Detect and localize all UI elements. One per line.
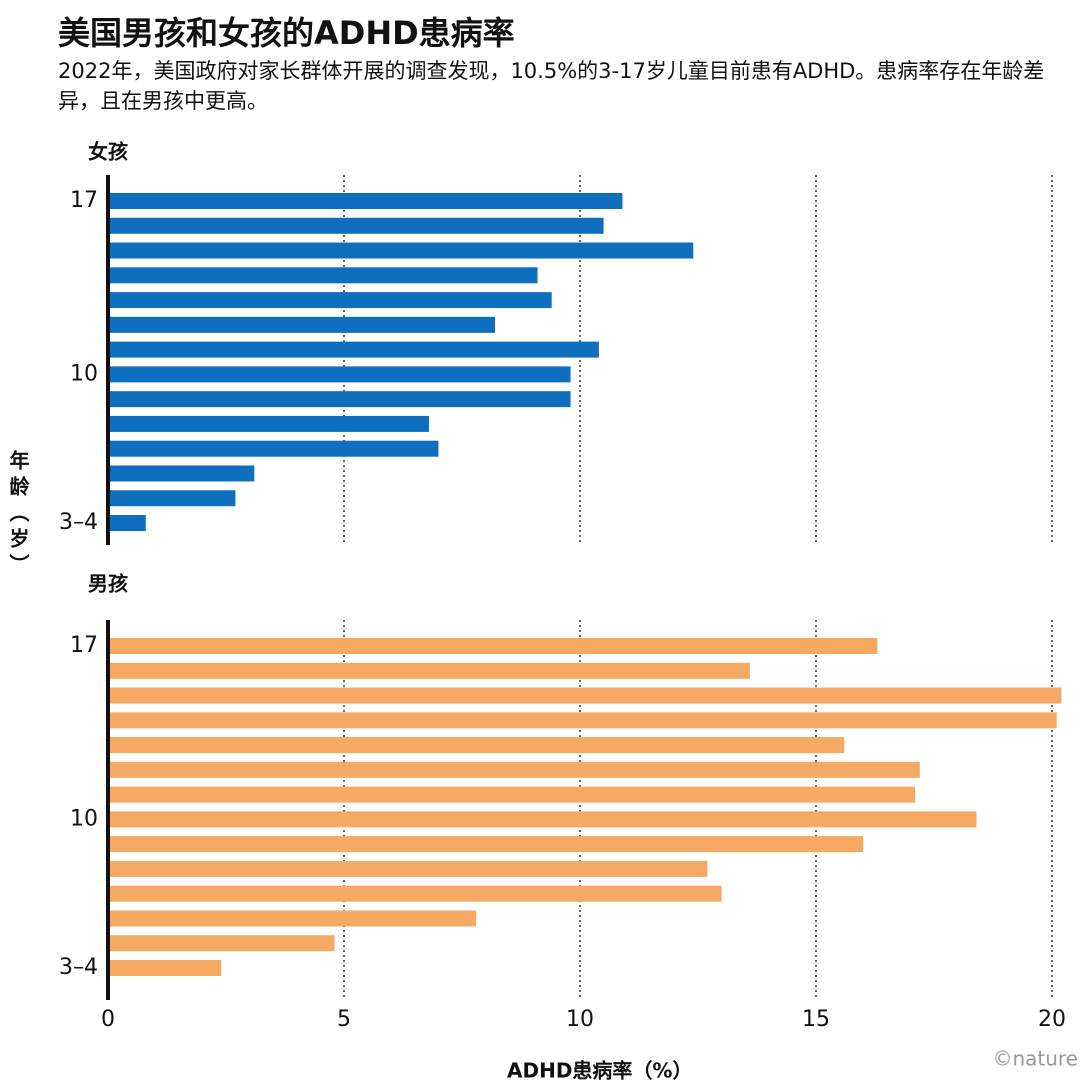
bar	[108, 341, 599, 358]
y-tick-label: 17	[70, 633, 98, 658]
y-tick-label: 3–4	[59, 955, 98, 980]
bar	[108, 935, 335, 952]
bar	[108, 761, 920, 778]
bar	[108, 242, 694, 259]
bar	[108, 391, 571, 408]
bar	[108, 515, 146, 532]
x-tick-label: 20	[1038, 1007, 1066, 1032]
bar	[108, 193, 623, 209]
bar	[108, 811, 977, 828]
bar	[108, 712, 1057, 729]
x-axis-label: ADHD患病率（%）	[507, 1059, 692, 1083]
bar	[108, 960, 222, 977]
bar	[108, 465, 255, 482]
bar	[108, 366, 571, 383]
bar	[108, 440, 439, 457]
bar	[108, 687, 1062, 704]
bar	[108, 316, 496, 333]
y-tick-label: 3–4	[59, 510, 98, 535]
y-tick-label: 10	[70, 361, 98, 386]
bar	[108, 860, 708, 877]
x-tick-label: 0	[101, 1007, 115, 1032]
bar	[108, 786, 916, 803]
x-tick-label: 15	[802, 1007, 830, 1032]
x-tick-label: 5	[337, 1007, 351, 1032]
bar	[108, 490, 236, 507]
y-tick-label: 17	[70, 188, 98, 213]
bar	[108, 662, 750, 679]
x-tick-label: 10	[566, 1007, 594, 1032]
bar	[108, 737, 845, 754]
title: 美国男孩和女孩的ADHD患病率	[58, 14, 515, 52]
subtitle: 2022年，美国政府对家长群体开展的调查发现，10.5%的3-17岁儿童目前患有…	[58, 59, 1045, 113]
bar	[108, 885, 722, 902]
bar	[108, 217, 604, 234]
bar	[108, 292, 552, 309]
y-axis-label: 年龄（岁）	[6, 450, 30, 580]
bar	[108, 415, 429, 432]
bar	[108, 267, 538, 284]
y-tick-label: 10	[70, 806, 98, 831]
panel-title: 女孩	[88, 140, 128, 164]
bar	[108, 836, 864, 853]
bar	[108, 638, 878, 654]
bar	[108, 910, 477, 927]
panel-title: 男孩	[88, 572, 128, 596]
source: ©nature	[992, 1047, 1078, 1071]
